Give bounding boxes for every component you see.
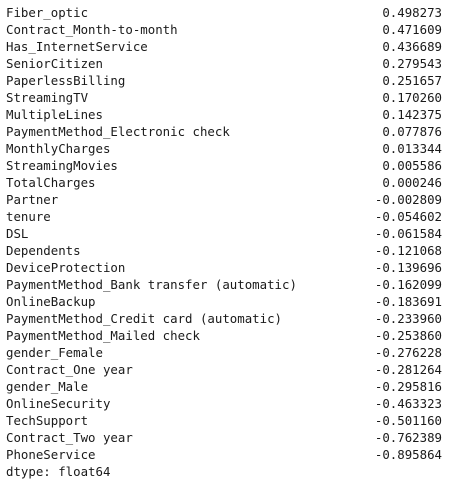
dtype-label: dtype: float64: [6, 464, 111, 479]
series-output: Fiber_optic 0.498273 Contract_Month-to-mon…: [6, 4, 442, 480]
series-row: tenure -0.054602: [6, 208, 442, 225]
series-row-value: 0.170260: [382, 90, 442, 105]
series-row-value: 0.251657: [382, 73, 442, 88]
series-row: DSL -0.061584: [6, 225, 442, 242]
series-row: StreamingMovies 0.005586: [6, 157, 442, 174]
series-row-name: PaperlessBilling: [6, 73, 126, 88]
series-row: PaymentMethod_Electronic check 0.077876: [6, 123, 442, 140]
series-row: TotalCharges 0.000246: [6, 174, 442, 191]
series-row: Fiber_optic 0.498273: [6, 4, 442, 21]
series-row: OnlineSecurity -0.463323: [6, 395, 442, 412]
series-row-name: gender_Female: [6, 345, 103, 360]
series-row: Has_InternetService 0.436689: [6, 38, 442, 55]
series-row: Dependents -0.121068: [6, 242, 442, 259]
series-row-value: -0.054602: [374, 209, 442, 224]
series-row-name: DSL: [6, 226, 29, 241]
series-row: gender_Female -0.276228: [6, 344, 442, 361]
series-row-name: gender_Male: [6, 379, 89, 394]
series-row-value: -0.762389: [374, 430, 442, 445]
series-row-value: -0.233960: [374, 311, 442, 326]
series-row: OnlineBackup -0.183691: [6, 293, 442, 310]
series-row: MultipleLines 0.142375: [6, 106, 442, 123]
series-row-value: -0.501160: [374, 413, 442, 428]
series-row: gender_Male -0.295816: [6, 378, 442, 395]
series-row-name: MonthlyCharges: [6, 141, 111, 156]
series-row-name: DeviceProtection: [6, 260, 126, 275]
series-row-name: Contract_Two year: [6, 430, 133, 445]
series-row-value: 0.436689: [382, 39, 442, 54]
series-row: PaymentMethod_Bank transfer (automatic) -…: [6, 276, 442, 293]
series-row-value: 0.142375: [382, 107, 442, 122]
series-row: StreamingTV 0.170260: [6, 89, 442, 106]
series-row-value: -0.139696: [374, 260, 442, 275]
series-row: SeniorCitizen 0.279543: [6, 55, 442, 72]
series-row-name: Dependents: [6, 243, 81, 258]
series-row-value: -0.281264: [374, 362, 442, 377]
series-row: Contract_One year -0.281264: [6, 361, 442, 378]
series-row-value: 0.013344: [382, 141, 442, 156]
series-row-name: tenure: [6, 209, 51, 224]
series-row: DeviceProtection -0.139696: [6, 259, 442, 276]
series-row-name: Contract_One year: [6, 362, 133, 377]
series-row-name: TechSupport: [6, 413, 89, 428]
series-row-name: OnlineSecurity: [6, 396, 111, 411]
series-row: PaymentMethod_Mailed check -0.253860: [6, 327, 442, 344]
series-row-name: StreamingMovies: [6, 158, 118, 173]
series-row: PhoneService -0.895864: [6, 446, 442, 463]
series-row-value: 0.005586: [382, 158, 442, 173]
series-row-name: PaymentMethod_Credit card (automatic): [6, 311, 283, 326]
series-row-name: OnlineBackup: [6, 294, 96, 309]
series-row: MonthlyCharges 0.013344: [6, 140, 442, 157]
series-row-name: PaymentMethod_Mailed check: [6, 328, 200, 343]
series-row-name: PaymentMethod_Electronic check: [6, 124, 230, 139]
series-row: Contract_Month-to-month 0.471609: [6, 21, 442, 38]
series-row-name: Contract_Month-to-month: [6, 22, 178, 37]
series-row-name: TotalCharges: [6, 175, 96, 190]
series-row-value: 0.498273: [382, 5, 442, 20]
series-row-value: 0.471609: [382, 22, 442, 37]
series-row-value: -0.895864: [374, 447, 442, 462]
series-row-name: PhoneService: [6, 447, 96, 462]
series-row-name: Has_InternetService: [6, 39, 148, 54]
series-row: Partner -0.002809: [6, 191, 442, 208]
series-row-value: -0.295816: [374, 379, 442, 394]
series-row-value: -0.061584: [374, 226, 442, 241]
series-row: Contract_Two year -0.762389: [6, 429, 442, 446]
series-row-value: 0.000246: [382, 175, 442, 190]
series-row-value: 0.077876: [382, 124, 442, 139]
series-row-name: StreamingTV: [6, 90, 89, 105]
series-row-value: 0.279543: [382, 56, 442, 71]
series-rows: Fiber_optic 0.498273 Contract_Month-to-mon…: [6, 4, 442, 463]
series-row-value: -0.183691: [374, 294, 442, 309]
series-row-name: SeniorCitizen: [6, 56, 103, 71]
series-row-name: Fiber_optic: [6, 5, 89, 20]
series-row-name: PaymentMethod_Bank transfer (automatic): [6, 277, 297, 292]
series-row-name: MultipleLines: [6, 107, 103, 122]
series-row: TechSupport -0.501160: [6, 412, 442, 429]
series-row-value: -0.276228: [374, 345, 442, 360]
series-row: PaymentMethod_Credit card (automatic) -0.…: [6, 310, 442, 327]
series-row-value: -0.162099: [374, 277, 442, 292]
series-row-value: -0.253860: [374, 328, 442, 343]
series-row: PaperlessBilling 0.251657: [6, 72, 442, 89]
series-row-value: -0.463323: [374, 396, 442, 411]
series-row-name: Partner: [6, 192, 59, 207]
series-row-value: -0.121068: [374, 243, 442, 258]
series-row-value: -0.002809: [374, 192, 442, 207]
